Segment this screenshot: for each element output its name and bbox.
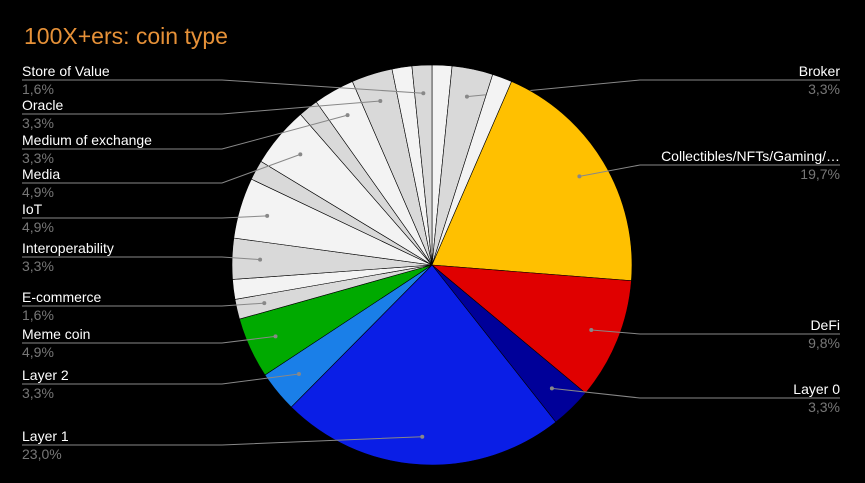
slice-value: 19,7% xyxy=(800,166,840,182)
leader-dot xyxy=(265,213,270,218)
slice-label: E-commerce xyxy=(22,289,102,305)
slice-label: Interoperability xyxy=(22,240,114,256)
slice-value: 1,6% xyxy=(22,81,54,97)
chart-title: 100X+ers: coin type xyxy=(24,23,228,49)
slice-label: Medium of exchange xyxy=(22,132,152,148)
slice-value: 1,6% xyxy=(22,307,54,323)
leader-dot xyxy=(420,434,425,439)
leader-line xyxy=(22,256,261,261)
slice-value: 4,9% xyxy=(22,344,54,360)
slice-value: 4,9% xyxy=(22,184,54,200)
leader-dot xyxy=(345,113,350,118)
slice-label: Broker xyxy=(799,63,841,79)
pie-slice xyxy=(290,264,557,466)
leader-line xyxy=(22,114,348,150)
slice-label: Layer 1 xyxy=(22,428,69,444)
slice-label: DeFi xyxy=(810,317,840,333)
slice-label: Layer 0 xyxy=(793,381,840,397)
slice-value: 3,3% xyxy=(22,258,54,274)
leader-dot xyxy=(577,174,582,179)
leader-line xyxy=(22,153,301,184)
pie-slice xyxy=(411,64,433,266)
leader-line xyxy=(22,100,381,115)
leader-dot xyxy=(589,327,594,332)
leader-line xyxy=(551,387,840,399)
slice-value: 4,9% xyxy=(22,219,54,235)
slice-label: Media xyxy=(22,166,60,182)
leader-dot xyxy=(273,334,278,339)
pie-slice xyxy=(431,264,632,394)
leader-dot xyxy=(421,91,426,96)
slice-value: 3,3% xyxy=(22,115,54,131)
slice-value: 3,3% xyxy=(808,81,840,97)
pie-slice xyxy=(431,81,633,282)
leader-dot xyxy=(464,94,469,99)
leader-dot xyxy=(549,386,554,391)
slice-label: Collectibles/NFTs/Gaming/… xyxy=(661,148,840,164)
slice-value: 9,8% xyxy=(808,335,840,351)
slice-label: Store of Value xyxy=(22,63,110,79)
leader-dot xyxy=(296,371,301,376)
leader-line xyxy=(22,335,276,344)
slice-value: 3,3% xyxy=(808,399,840,415)
slice-value: 23,0% xyxy=(22,446,62,462)
leader-line xyxy=(22,79,424,94)
slice-label: Layer 2 xyxy=(22,367,69,383)
leader-dot xyxy=(378,98,383,103)
leader-dot xyxy=(258,257,263,262)
slice-label: Oracle xyxy=(22,97,63,113)
leader-line xyxy=(22,436,423,446)
leader-line xyxy=(22,302,265,307)
slice-label: Meme coin xyxy=(22,326,90,342)
slice-value: 3,3% xyxy=(22,150,54,166)
leader-line xyxy=(579,164,840,177)
leader-line xyxy=(591,329,840,335)
leader-line xyxy=(22,215,268,219)
slice-value: 3,3% xyxy=(22,385,54,401)
leader-line xyxy=(22,373,299,385)
leader-dot xyxy=(262,301,267,306)
slice-label: IoT xyxy=(22,201,43,217)
leader-dot xyxy=(298,152,303,157)
